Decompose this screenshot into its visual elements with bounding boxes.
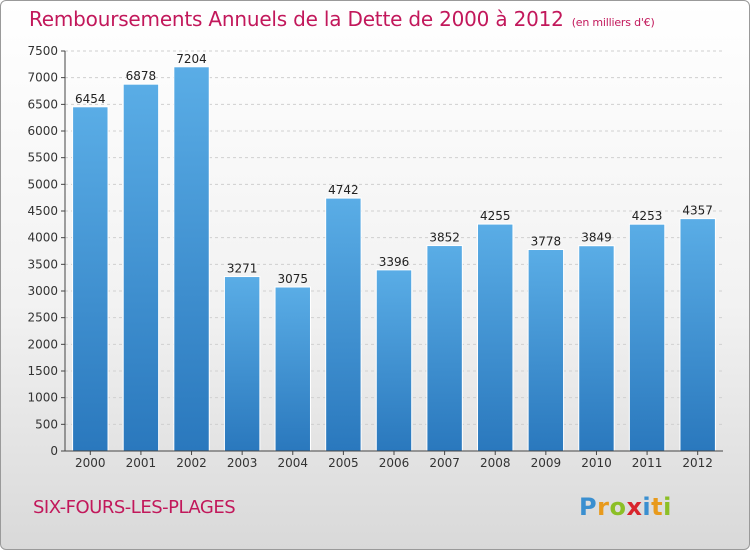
x-tick-label-2004: 2004 [277,456,308,470]
value-label-2001: 6878 [126,69,157,83]
bar-2001 [122,83,160,452]
y-tick-label: 5000 [27,177,58,191]
value-label-2005: 4742 [328,183,359,197]
x-tick-label-2000: 2000 [75,456,106,470]
x-tick-label-2011: 2011 [632,456,663,470]
value-label-2010: 3849 [581,231,612,245]
logo-letter: o [609,493,627,521]
value-label-2012: 4357 [682,204,713,218]
x-tick-label-2006: 2006 [379,456,410,470]
labels: 0 500 1000 1500 2000 2500 3000 3500 4000 4500 5000… [27,44,713,470]
logo-letter: i [642,493,652,521]
bar-2009 [527,249,565,452]
value-label-2003: 3271 [227,262,258,276]
logo-letter: i [663,493,672,521]
bar-2006 [375,269,413,452]
value-label-2004: 3075 [277,272,308,286]
bar-2010 [578,245,615,452]
y-tick-label: 7500 [27,44,58,58]
value-label-2006: 3396 [379,255,410,269]
y-tick-label: 0 [50,444,58,458]
x-tick-label-2012: 2012 [682,456,713,470]
bar-2004 [274,286,311,452]
x-tick-label-2005: 2005 [328,456,359,470]
chart-title: Remboursements Annuels de la Dette de 20… [29,7,655,31]
bars [72,66,716,452]
logo-letter: x [626,493,643,521]
logo-letter: r [597,493,610,521]
bar-2008 [477,223,514,452]
value-label-2008: 4255 [480,209,511,223]
y-tick-label: 2500 [27,311,58,325]
x-tick-label-2003: 2003 [227,456,258,470]
y-tick-label: 7000 [27,71,58,85]
x-tick-label-2002: 2002 [176,456,207,470]
bar-2012 [679,218,716,452]
axes [61,50,723,455]
value-label-2002: 7204 [176,52,207,66]
y-tick-label: 5500 [27,151,58,165]
x-tick-label-2001: 2001 [126,456,157,470]
bar-2003 [223,276,261,452]
y-tick-label: 4500 [27,204,58,218]
logo-letter: t [651,493,664,521]
x-tick-label-2008: 2008 [480,456,511,470]
y-tick-label: 4000 [27,231,58,245]
y-tick-label: 1500 [27,364,58,378]
x-tick-label-2009: 2009 [531,456,562,470]
chart-title-text: Remboursements Annuels de la Dette de 20… [29,7,564,31]
bar-2000 [72,106,109,452]
y-tick-label: 6000 [27,124,58,138]
bar-2005 [325,197,362,452]
bar-2007 [426,245,463,452]
y-tick-label: 6500 [27,97,58,111]
y-tick-label: 3500 [27,257,58,271]
x-tick-label-2010: 2010 [581,456,612,470]
value-label-2009: 3778 [531,235,562,249]
y-tick-label: 1000 [27,391,58,405]
value-label-2011: 4253 [632,209,663,223]
logo-letter: P [579,493,598,521]
value-label-2000: 6454 [75,92,106,106]
x-tick-label-2007: 2007 [429,456,460,470]
y-tick-label: 500 [35,417,58,431]
bar-2011 [628,223,666,452]
bar-2002 [173,66,210,452]
y-tick-label: 3000 [27,284,58,298]
chart-subtitle: (en milliers d'€) [571,16,655,29]
y-tick-label: 2000 [27,337,58,351]
proxiti-logo: Proxiti [579,493,672,521]
value-label-2007: 3852 [429,231,460,245]
city-name: SIX-FOURS-LES-PLAGES [33,497,236,518]
